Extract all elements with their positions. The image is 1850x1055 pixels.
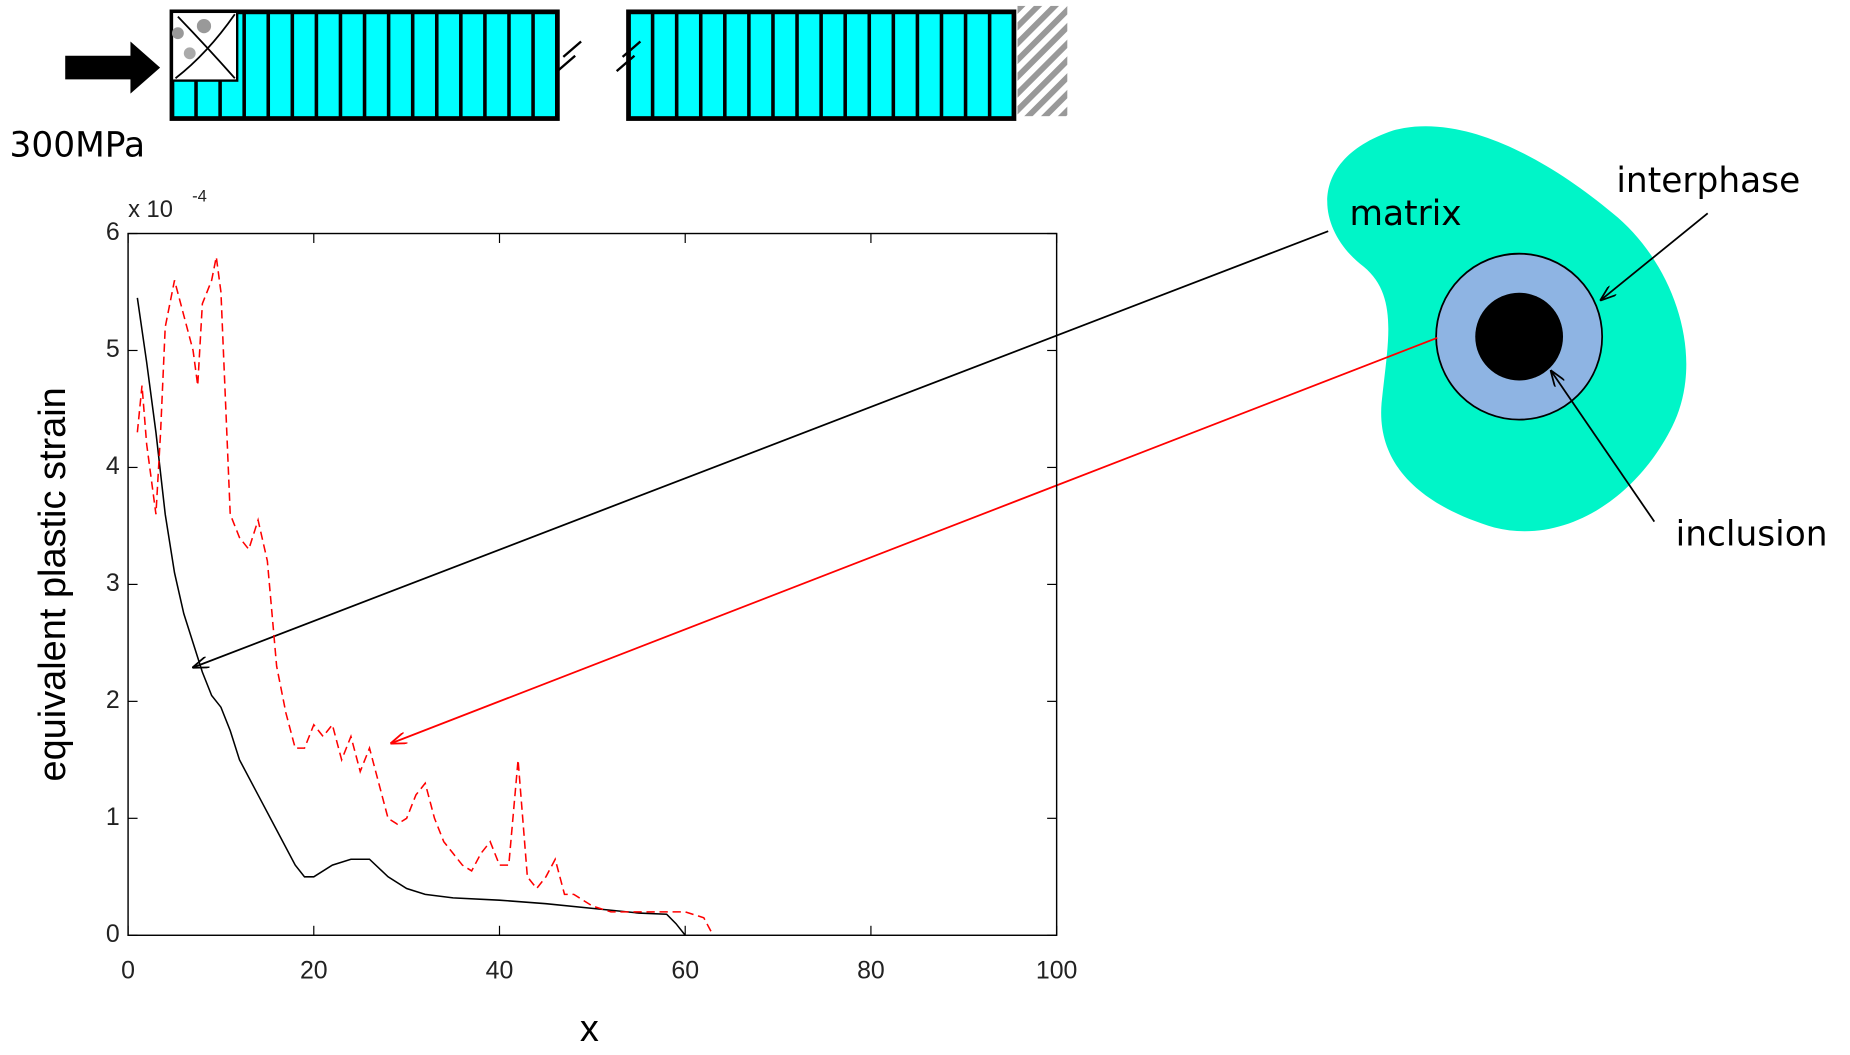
x-axis-label: x bbox=[580, 1008, 599, 1050]
y-tick-label: 6 bbox=[106, 218, 120, 246]
y-exponent: -4 bbox=[192, 187, 207, 206]
y-tick-label: 3 bbox=[106, 569, 120, 597]
y-tick-label: 0 bbox=[106, 920, 120, 948]
data-line bbox=[136, 256, 714, 936]
x-tick-label: 0 bbox=[121, 957, 135, 985]
x-tick-label: 100 bbox=[1036, 957, 1078, 985]
annotation: inclusion bbox=[1676, 514, 1828, 554]
y-tick-label: 2 bbox=[106, 686, 120, 714]
x-tick-label: 60 bbox=[671, 957, 699, 985]
annotation: matrix bbox=[1350, 194, 1462, 234]
y-axis-label: equivalent plastic strain bbox=[32, 387, 74, 781]
y-tick-label: 4 bbox=[106, 452, 120, 480]
y-multiplier: x 10 bbox=[128, 197, 173, 223]
y-tick-label: 5 bbox=[106, 335, 120, 363]
data-line bbox=[136, 297, 686, 936]
y-tick-label: 1 bbox=[106, 803, 120, 831]
annotation: interphase bbox=[1616, 161, 1800, 201]
bar-schematic bbox=[65, 5, 1068, 121]
inclusion-schematic bbox=[193, 126, 1709, 743]
x-tick-label: 40 bbox=[486, 957, 514, 985]
plot-frame bbox=[127, 232, 1058, 936]
x-tick-label: 80 bbox=[857, 957, 885, 985]
x-tick-label: 20 bbox=[300, 957, 328, 985]
load-label: 300MPa bbox=[9, 125, 145, 165]
